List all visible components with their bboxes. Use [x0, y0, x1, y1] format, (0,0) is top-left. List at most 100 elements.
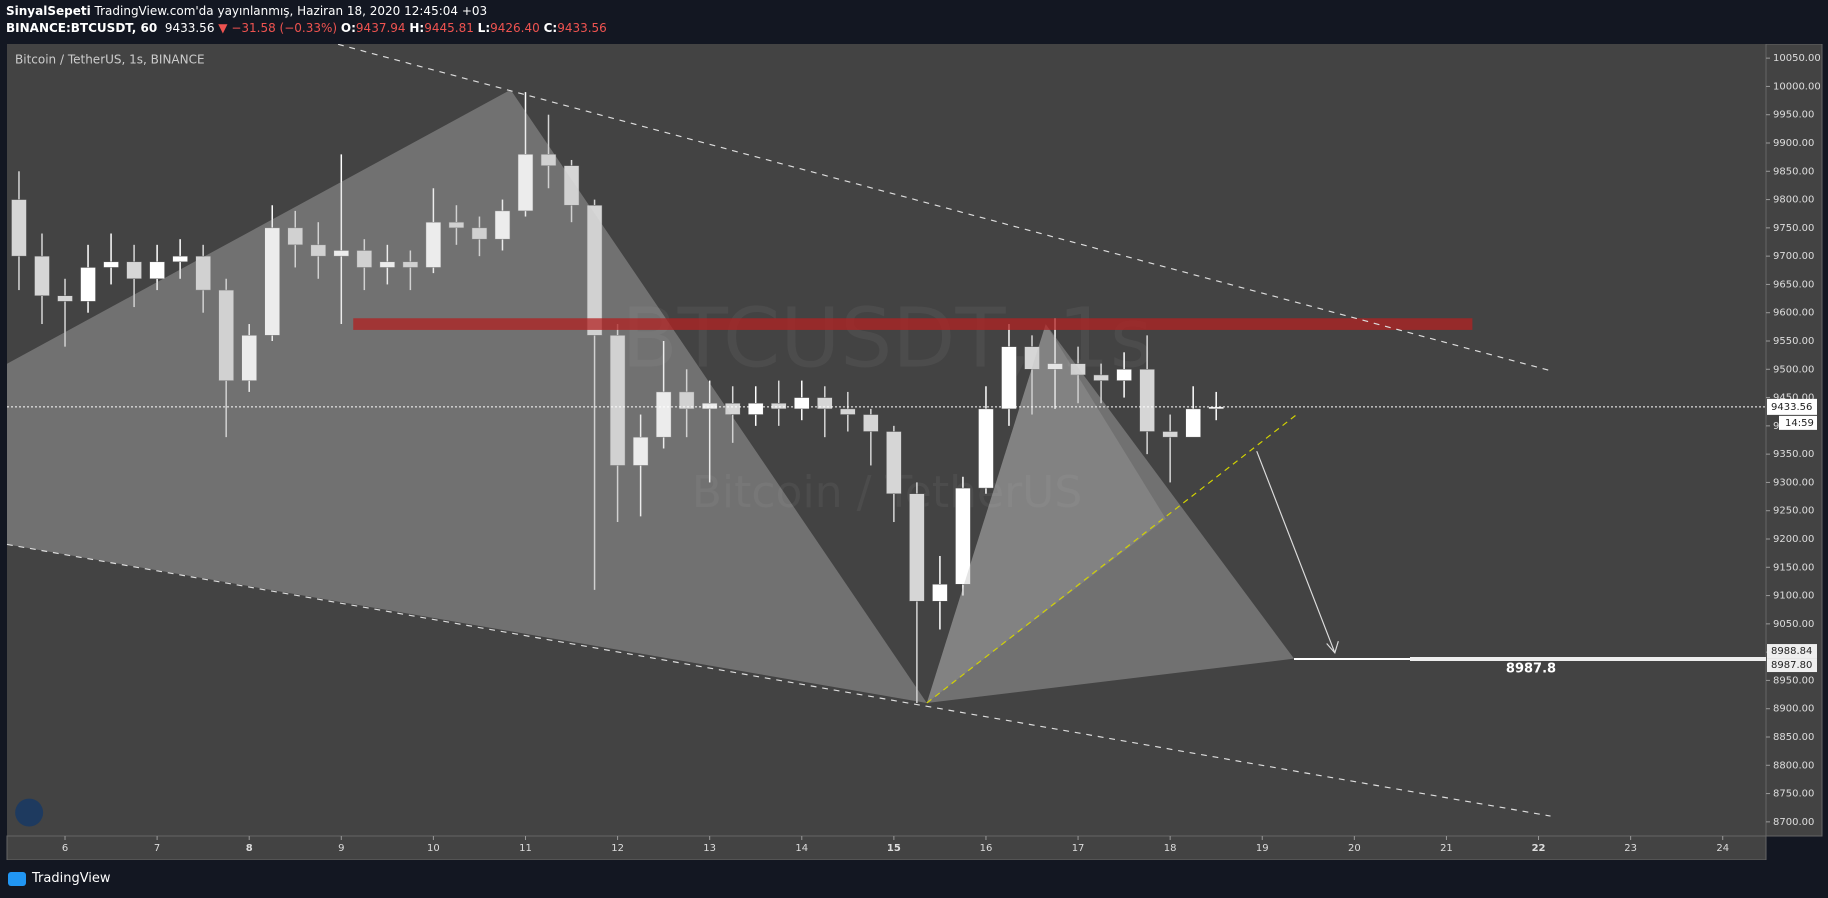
- candle-body: [540, 154, 557, 166]
- candle-body: [1162, 431, 1178, 438]
- x-tick-label: 8: [246, 843, 253, 854]
- resistance-zone: [353, 318, 1473, 330]
- pattern-xab: [6, 89, 927, 703]
- logo-icon: [15, 798, 44, 827]
- countdown-bg: [1779, 415, 1817, 430]
- candle-body: [287, 227, 303, 246]
- candle-body: [886, 431, 902, 494]
- support-line: [926, 413, 1298, 704]
- y-tick-label: 8900.00: [1773, 704, 1814, 715]
- candle-body: [978, 408, 994, 489]
- axis-tag: 8988.84: [1771, 646, 1812, 657]
- target-label: 8987.8: [1506, 662, 1556, 677]
- candle-body: [310, 244, 327, 257]
- candle-body: [149, 261, 165, 280]
- author: SinyalSepeti: [6, 4, 91, 18]
- candle-body: [126, 261, 142, 280]
- time-axis-bg: [6, 835, 1767, 860]
- candle-body: [379, 261, 396, 268]
- candle-body: [586, 204, 603, 336]
- chart-title: Bitcoin / TetherUS, 1s, BINANCE: [15, 53, 205, 67]
- candle-body: [218, 289, 234, 381]
- pattern-bcd: [926, 324, 1295, 703]
- axis-tag-bg: [1767, 658, 1817, 673]
- ohlc-value: 9426.40: [490, 21, 540, 35]
- x-tick-label: 21: [1440, 843, 1453, 854]
- ohlc-value: 9433.56: [557, 21, 607, 35]
- y-tick-label: 8850.00: [1773, 732, 1814, 743]
- brand: TradingView: [32, 871, 111, 886]
- ohlc-label: H:: [409, 21, 425, 35]
- y-tick-label: 9200.00: [1773, 534, 1814, 545]
- price-axis-bg: [1765, 44, 1823, 837]
- candle-body: [402, 261, 419, 268]
- x-tick-label: 24: [1716, 843, 1729, 854]
- symbol: BINANCE:BTCUSDT, 60: [6, 21, 158, 35]
- x-tick-label: 12: [611, 843, 624, 854]
- y-tick-label: 9700.00: [1773, 251, 1814, 262]
- candle-body: [517, 154, 534, 212]
- pattern-inner: [926, 324, 1166, 703]
- y-tick-label: 8700.00: [1773, 817, 1814, 828]
- y-tick-label: 9650.00: [1773, 279, 1814, 290]
- y-tick-label: 9450.00: [1773, 393, 1814, 404]
- candles: [11, 92, 1224, 704]
- candle-body: [701, 402, 718, 410]
- candle-body: [494, 210, 511, 240]
- candle-body: [264, 227, 280, 336]
- change: ▼ −31.58 (−0.33%): [218, 21, 338, 35]
- candle-body: [425, 221, 442, 268]
- x-tick-label: 14: [795, 843, 808, 854]
- candle-body: [678, 391, 695, 410]
- x-tick-label: 18: [1164, 843, 1177, 854]
- candle-body: [655, 391, 672, 438]
- candle-body: [34, 255, 50, 296]
- candle-body: [11, 199, 27, 257]
- y-tick-label: 8750.00: [1773, 789, 1814, 800]
- y-tick-label: 9850.00: [1773, 166, 1814, 177]
- x-tick-label: 16: [980, 843, 993, 854]
- drawings: [6, 44, 1551, 827]
- candle-body: [333, 250, 350, 257]
- x-tick-label: 9: [338, 843, 344, 854]
- y-tick-label: 9250.00: [1773, 506, 1814, 517]
- candle-body: [771, 402, 787, 410]
- watermark: BTCUSDT, 1s: [621, 291, 1152, 386]
- candle-body: [1185, 408, 1201, 438]
- candle-body: [356, 250, 373, 268]
- y-tick-label: 9550.00: [1773, 336, 1814, 347]
- brand-logo: [8, 872, 26, 886]
- price-tag: 9433.56: [1771, 402, 1812, 413]
- candle-body: [840, 408, 856, 415]
- candle-body: [747, 402, 764, 415]
- header: SinyalSepeti TradingView.com'da yayınlan…: [0, 0, 1828, 44]
- ticks: 8700.00 8750.00 8800.00 8850.00 8900.00 8950.…: [62, 53, 1821, 854]
- x-tick-label: 17: [1072, 843, 1085, 854]
- candle-body: [609, 335, 626, 466]
- candle-body: [1139, 369, 1155, 432]
- ohlc-label: L:: [477, 21, 491, 35]
- candle-body: [1047, 363, 1063, 370]
- candle-body: [932, 584, 948, 602]
- y-tick-label: 9150.00: [1773, 562, 1814, 573]
- y-tick-label: 10000.00: [1773, 81, 1821, 92]
- x-tick-label: 19: [1256, 843, 1269, 854]
- published: TradingView.com'da yayınlanmış, Haziran …: [94, 4, 488, 18]
- arrow: [1256, 450, 1336, 654]
- axis-tag-bg: [1767, 644, 1817, 659]
- candle-body: [80, 267, 96, 302]
- y-tick-label: 8950.00: [1773, 675, 1814, 686]
- x-tick-label: 23: [1624, 843, 1637, 854]
- y-tick-label: 9100.00: [1773, 591, 1814, 602]
- x-tick-label: 15: [887, 843, 901, 854]
- y-tick-label: 9750.00: [1773, 223, 1814, 234]
- candle-body: [563, 165, 580, 206]
- axis-tag: 8987.80: [1771, 660, 1812, 671]
- candle-body: [241, 335, 257, 381]
- candle-body: [448, 221, 465, 229]
- x-tick-label: 10: [427, 843, 440, 854]
- candle-body: [817, 397, 833, 410]
- y-tick-label: 9050.00: [1773, 619, 1814, 630]
- last-price: 9433.56: [164, 21, 215, 35]
- candle-body: [471, 227, 488, 240]
